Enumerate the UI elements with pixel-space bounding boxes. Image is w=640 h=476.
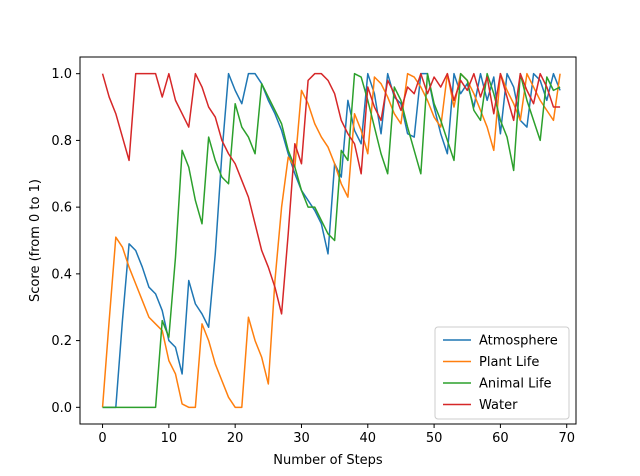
x-tick-label: 40	[360, 431, 377, 446]
legend-entry-label: Water	[479, 398, 518, 413]
series-line-animal-life	[102, 72, 561, 409]
y-tick-label: 0.2	[51, 334, 72, 349]
x-axis: 0 10 20 30 40 50 60 70	[98, 424, 575, 446]
y-tick-label: 1.0	[51, 67, 72, 82]
x-tick-label: 0	[98, 431, 106, 446]
x-tick-label: 50	[426, 431, 443, 446]
x-axis-label: Number of Steps	[273, 453, 383, 468]
x-tick-label: 30	[293, 431, 310, 446]
legend-entry-label: Atmosphere	[479, 334, 558, 349]
series-layer	[101, 72, 561, 409]
y-axis: 0.0 0.2 0.4 0.6 0.8 1.0	[51, 67, 80, 416]
y-tick-label: 0.0	[51, 401, 72, 416]
axes-frame	[79, 56, 577, 425]
series-line-plant-life	[101, 72, 561, 409]
legend-box	[434, 326, 570, 420]
y-tick-label: 0.6	[51, 201, 72, 216]
x-tick-label: 60	[492, 431, 509, 446]
x-tick-label: 70	[558, 431, 575, 446]
legend: Atmosphere Plant Life Animal Life Water	[434, 326, 570, 420]
y-tick-label: 0.8	[51, 134, 72, 149]
y-tick-label: 0.4	[51, 267, 72, 282]
series-line-water	[101, 72, 561, 315]
legend-entry-label: Plant Life	[479, 355, 539, 370]
x-tick-label: 20	[227, 431, 244, 446]
x-tick-label: 10	[161, 431, 178, 446]
y-axis-label: Score (from 0 to 1)	[28, 179, 43, 302]
legend-entry-label: Animal Life	[479, 377, 552, 392]
